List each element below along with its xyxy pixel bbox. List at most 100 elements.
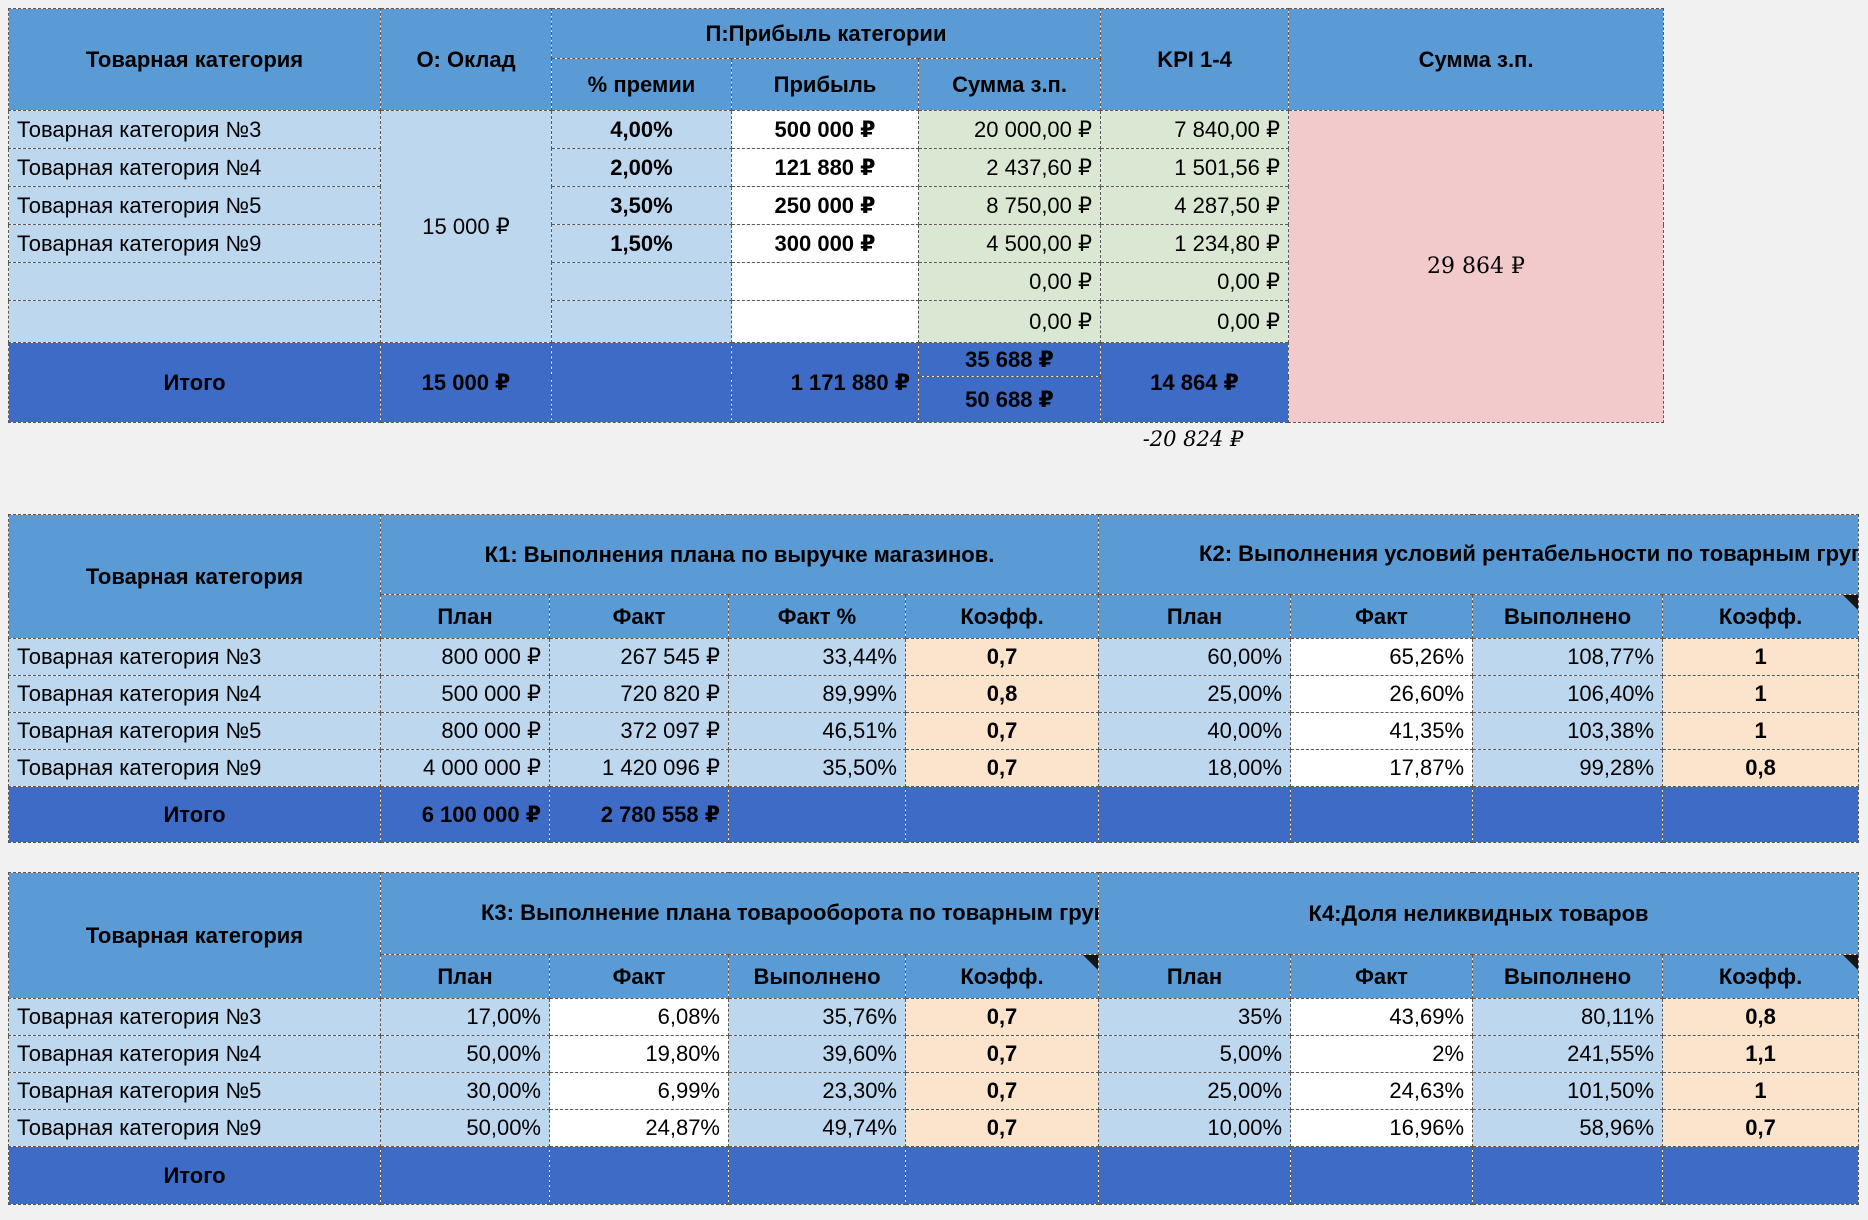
k3-plan-cell[interactable]: 30,00%: [380, 1072, 550, 1110]
total-premium-empty[interactable]: [551, 342, 732, 423]
kpi-cell[interactable]: 0,00 ₽: [1100, 300, 1290, 343]
k3-coeff-cell[interactable]: 0,7: [904, 1035, 1100, 1073]
k2-done-cell[interactable]: 103,38%: [1472, 712, 1664, 750]
k4-fact-cell[interactable]: 24,63%: [1290, 1072, 1474, 1110]
k1-plan-cell[interactable]: 800 000 ₽: [380, 638, 550, 676]
total-salary-sum-top[interactable]: 35 688 ₽: [917, 342, 1102, 377]
salary-sum-cell[interactable]: 2 437,60 ₽: [917, 148, 1102, 187]
premium-pct-cell[interactable]: 1,50%: [551, 224, 732, 263]
header-k2-plan[interactable]: План: [1098, 594, 1292, 639]
k3-done-cell[interactable]: 23,30%: [728, 1072, 906, 1110]
k4-plan-cell[interactable]: 5,00%: [1098, 1035, 1292, 1073]
premium-pct-cell[interactable]: [551, 262, 732, 301]
profit-cell[interactable]: [731, 300, 919, 343]
header-k2-done[interactable]: Выполнено: [1472, 594, 1664, 639]
k1-fact-cell[interactable]: 372 097 ₽: [549, 712, 729, 750]
k2-done-cell[interactable]: 108,77%: [1472, 638, 1664, 676]
k2-done-cell[interactable]: 106,40%: [1472, 675, 1664, 713]
k2-fact-cell[interactable]: 41,35%: [1290, 712, 1474, 750]
k4-coeff-cell[interactable]: 0,7: [1662, 1109, 1860, 1147]
k3-coeff-cell[interactable]: 0,7: [904, 998, 1100, 1036]
premium-pct-cell[interactable]: 4,00%: [551, 110, 732, 149]
category-cell[interactable]: Товарная категория №9: [8, 1109, 381, 1147]
category-cell[interactable]: Товарная категория №9: [8, 224, 381, 263]
category-cell[interactable]: Товарная категория №3: [8, 110, 381, 149]
header-k3-plan[interactable]: План: [380, 954, 550, 999]
header-k3-fact[interactable]: Факт: [549, 954, 729, 999]
header-k4-title[interactable]: К4:Доля неликвидных товаров: [1098, 872, 1860, 955]
header-k3-title[interactable]: К3: Выполнение плана товарооборота по то…: [379, 872, 1100, 955]
k2-coeff-cell[interactable]: 1: [1662, 712, 1860, 750]
k4-fact-cell[interactable]: 43,69%: [1290, 998, 1474, 1036]
category-cell[interactable]: [8, 262, 381, 301]
kpi-difference-note[interactable]: -20 824 ₽: [1142, 427, 1244, 451]
category-cell[interactable]: Товарная категория №5: [8, 1072, 381, 1110]
header-salary[interactable]: О: Оклад: [380, 8, 552, 111]
profit-cell[interactable]: 250 000 ₽: [731, 186, 919, 225]
category-cell[interactable]: Товарная категория №3: [8, 638, 381, 676]
k4-fact-cell[interactable]: 2%: [1290, 1035, 1474, 1073]
k2-coeff-cell[interactable]: 1: [1662, 675, 1860, 713]
kpi-cell[interactable]: 4 287,50 ₽: [1100, 186, 1290, 225]
k2-fact-cell[interactable]: 65,26%: [1290, 638, 1474, 676]
salary-sum-cell[interactable]: 8 750,00 ₽: [917, 186, 1102, 225]
k1-plan-cell[interactable]: 4 000 000 ₽: [380, 749, 550, 787]
category-cell[interactable]: Товарная категория №9: [8, 749, 381, 787]
total-salary[interactable]: 15 000 ₽: [380, 342, 552, 423]
k3-done-cell[interactable]: 49,74%: [728, 1109, 906, 1147]
header-profit[interactable]: Прибыль: [731, 58, 919, 111]
k2-plan-cell[interactable]: 18,00%: [1098, 749, 1292, 787]
k4-done-cell[interactable]: 101,50%: [1472, 1072, 1664, 1110]
header-total-salary-sum[interactable]: Сумма з.п.: [1288, 8, 1665, 111]
k1-coeff-cell[interactable]: 0,8: [904, 675, 1100, 713]
k3-plan-cell[interactable]: 50,00%: [380, 1035, 550, 1073]
k3-fact-cell[interactable]: 6,08%: [549, 998, 729, 1036]
k4-plan-cell[interactable]: 35%: [1098, 998, 1292, 1036]
k3-coeff-cell[interactable]: 0,7: [904, 1072, 1100, 1110]
header-category[interactable]: Товарная категория: [8, 8, 381, 111]
total-label[interactable]: Итого: [8, 786, 381, 843]
k3-fact-cell[interactable]: 19,80%: [549, 1035, 729, 1073]
k4-coeff-cell[interactable]: 1: [1662, 1072, 1860, 1110]
profit-cell[interactable]: 500 000 ₽: [731, 110, 919, 149]
k2-plan-cell[interactable]: 60,00%: [1098, 638, 1292, 676]
profit-cell[interactable]: 300 000 ₽: [731, 224, 919, 263]
header-k2-fact[interactable]: Факт: [1290, 594, 1474, 639]
total-profit[interactable]: 1 171 880 ₽: [731, 342, 919, 423]
total-kpi[interactable]: 14 864 ₽: [1100, 342, 1290, 423]
k3-done-cell[interactable]: 39,60%: [728, 1035, 906, 1073]
salary-merged-cell[interactable]: 15 000 ₽: [380, 110, 552, 343]
k4-plan-cell[interactable]: 25,00%: [1098, 1072, 1292, 1110]
k3-plan-cell[interactable]: 17,00%: [380, 998, 550, 1036]
k1-fact-cell[interactable]: 267 545 ₽: [549, 638, 729, 676]
k2-fact-cell[interactable]: 17,87%: [1290, 749, 1474, 787]
kpi-cell[interactable]: 0,00 ₽: [1100, 262, 1290, 301]
k3-fact-cell[interactable]: 24,87%: [549, 1109, 729, 1147]
k1-coeff-cell[interactable]: 0,7: [904, 712, 1100, 750]
category-cell[interactable]: Товарная категория №4: [8, 148, 381, 187]
header-category[interactable]: Товарная категория: [8, 514, 381, 639]
k1-fact-pct-cell[interactable]: 89,99%: [728, 675, 906, 713]
category-cell[interactable]: Товарная категория №4: [8, 1035, 381, 1073]
header-k2-title[interactable]: К2: Выполнения условий рентабельности по…: [1098, 514, 1860, 595]
header-k4-coeff[interactable]: Коэфф.: [1662, 954, 1860, 999]
header-premium-pct[interactable]: % премии: [551, 58, 732, 111]
premium-pct-cell[interactable]: 2,00%: [551, 148, 732, 187]
k2-plan-cell[interactable]: 25,00%: [1098, 675, 1292, 713]
k1-coeff-cell[interactable]: 0,7: [904, 749, 1100, 787]
header-k1-fact-pct[interactable]: Факт %: [728, 594, 906, 639]
header-k1-coeff[interactable]: Коэфф.: [904, 594, 1100, 639]
header-k1-title[interactable]: К1: Выполнения плана по выручке магазино…: [379, 514, 1100, 595]
k1-coeff-cell[interactable]: 0,7: [904, 638, 1100, 676]
salary-sum-cell[interactable]: 0,00 ₽: [917, 300, 1102, 343]
k1-fact-pct-cell[interactable]: 46,51%: [728, 712, 906, 750]
k1-plan-cell[interactable]: 800 000 ₽: [380, 712, 550, 750]
total-salary-sum-bottom[interactable]: 50 688 ₽: [917, 376, 1102, 423]
kpi-cell[interactable]: 1 234,80 ₽: [1100, 224, 1290, 263]
header-k1-plan[interactable]: План: [380, 594, 550, 639]
profit-cell[interactable]: [731, 262, 919, 301]
grand-salary-sum-cell[interactable]: 29 864 ₽: [1288, 110, 1665, 423]
header-k4-done[interactable]: Выполнено: [1472, 954, 1664, 999]
header-k4-fact[interactable]: Факт: [1290, 954, 1474, 999]
kpi-cell[interactable]: 7 840,00 ₽: [1100, 110, 1290, 149]
